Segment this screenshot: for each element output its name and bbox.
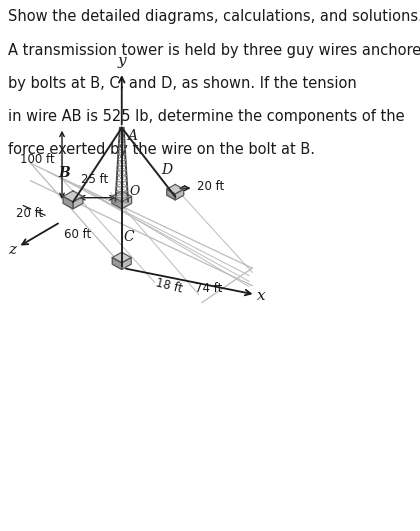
Polygon shape	[63, 191, 83, 202]
Text: 25 ft: 25 ft	[81, 173, 108, 186]
Polygon shape	[167, 189, 175, 200]
Text: A: A	[127, 130, 137, 143]
Polygon shape	[175, 189, 184, 200]
Text: y: y	[118, 55, 126, 68]
Text: z: z	[8, 243, 16, 256]
Text: Show the detailed diagrams, calculations, and solutions.: Show the detailed diagrams, calculations…	[8, 8, 420, 24]
Text: 60 ft: 60 ft	[64, 228, 92, 242]
Text: 18 ft: 18 ft	[154, 276, 184, 295]
Text: C: C	[123, 230, 134, 244]
Text: B: B	[59, 166, 71, 179]
Polygon shape	[63, 196, 73, 209]
Polygon shape	[122, 196, 131, 209]
Text: 74 ft: 74 ft	[194, 282, 222, 295]
Text: x: x	[257, 289, 265, 303]
Text: force exerted by the wire on the bolt at B.: force exerted by the wire on the bolt at…	[8, 142, 315, 157]
Polygon shape	[112, 258, 122, 269]
Text: D: D	[161, 162, 172, 176]
Text: 100 ft: 100 ft	[19, 153, 54, 166]
Text: 20 ft: 20 ft	[16, 207, 43, 220]
Text: O: O	[130, 185, 140, 198]
Polygon shape	[112, 191, 131, 202]
Text: in wire AB is 525 lb, determine the components of the: in wire AB is 525 lb, determine the comp…	[8, 109, 404, 124]
Polygon shape	[73, 196, 83, 209]
Text: 20 ft: 20 ft	[197, 179, 224, 193]
Polygon shape	[167, 184, 184, 194]
Text: by bolts at B, C, and D, as shown. If the tension: by bolts at B, C, and D, as shown. If th…	[8, 76, 356, 91]
Polygon shape	[112, 252, 131, 263]
Polygon shape	[112, 196, 122, 209]
Text: A transmission tower is held by three guy wires anchored: A transmission tower is held by three gu…	[8, 43, 420, 58]
Polygon shape	[122, 258, 131, 269]
